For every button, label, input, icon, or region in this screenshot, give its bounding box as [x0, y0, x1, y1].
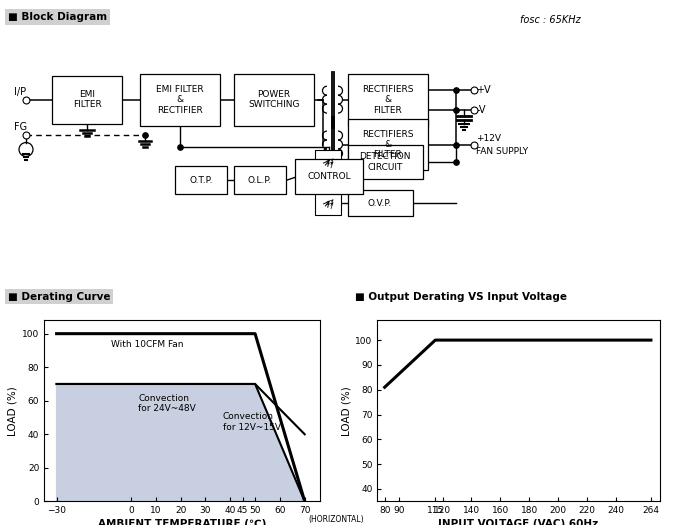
- Y-axis label: LOAD (%): LOAD (%): [8, 386, 18, 436]
- Y-axis label: LOAD (%): LOAD (%): [341, 386, 351, 436]
- Bar: [347, 74, 428, 125]
- Bar: [347, 144, 422, 180]
- Text: RECTIFIERS
&
FILTER: RECTIFIERS & FILTER: [362, 85, 413, 114]
- Text: FG: FG: [14, 122, 27, 132]
- Text: Convection
for 12V~15V: Convection for 12V~15V: [223, 413, 281, 432]
- Bar: [347, 119, 428, 171]
- Text: +12V: +12V: [477, 133, 502, 142]
- Text: RECTIFIERS
&
FILTER: RECTIFIERS & FILTER: [362, 130, 413, 160]
- Text: ■ Output Derating VS Input Voltage: ■ Output Derating VS Input Voltage: [355, 291, 567, 302]
- Bar: [314, 191, 341, 215]
- Text: ■ Derating Curve: ■ Derating Curve: [8, 291, 110, 302]
- X-axis label: INPUT VOLTAGE (VAC) 60Hz: INPUT VOLTAGE (VAC) 60Hz: [439, 519, 598, 525]
- Bar: [314, 151, 341, 174]
- Text: EMI FILTER
&
RECTIFIER: EMI FILTER & RECTIFIER: [156, 85, 204, 114]
- Text: ■ Block Diagram: ■ Block Diagram: [8, 12, 107, 22]
- Text: With 10CFM Fan: With 10CFM Fan: [112, 340, 184, 349]
- Text: O.L.P.: O.L.P.: [248, 176, 272, 185]
- Bar: [347, 191, 413, 216]
- Bar: [175, 166, 227, 194]
- Text: O.V.P.: O.V.P.: [368, 199, 392, 208]
- Text: EMI
FILTER: EMI FILTER: [73, 90, 101, 109]
- Text: FAN SUPPLY: FAN SUPPLY: [477, 146, 528, 155]
- Bar: [52, 76, 122, 123]
- Text: (HORIZONTAL): (HORIZONTAL): [309, 515, 364, 524]
- Text: DETECTION
CIRCUIT: DETECTION CIRCUIT: [359, 152, 411, 172]
- Bar: [140, 74, 220, 125]
- Text: fosc : 65KHz: fosc : 65KHz: [520, 15, 581, 25]
- X-axis label: AMBIENT TEMPERATURE (℃): AMBIENT TEMPERATURE (℃): [98, 519, 266, 525]
- Text: POWER
SWITCHING: POWER SWITCHING: [248, 90, 300, 109]
- Text: O.T.P.: O.T.P.: [189, 176, 213, 185]
- Text: CONTROL: CONTROL: [307, 172, 351, 182]
- Bar: [234, 166, 286, 194]
- Polygon shape: [56, 384, 305, 501]
- Text: I/P: I/P: [14, 87, 26, 97]
- Bar: [234, 74, 314, 125]
- Text: -V: -V: [477, 104, 486, 114]
- Text: Convection
for 24V~48V: Convection for 24V~48V: [139, 394, 197, 414]
- Bar: [295, 160, 363, 194]
- Text: +V: +V: [477, 85, 491, 94]
